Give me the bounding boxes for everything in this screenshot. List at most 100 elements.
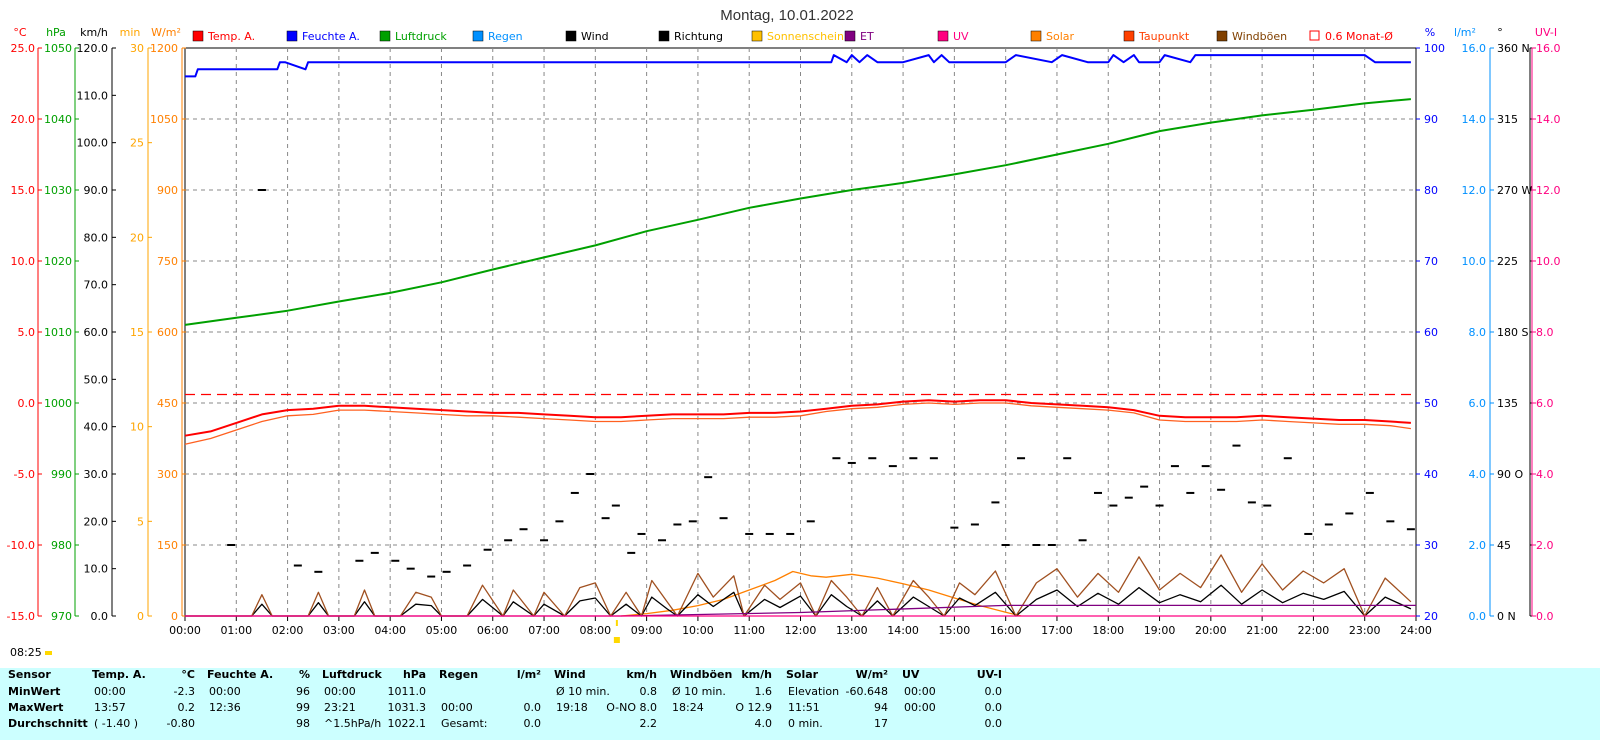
x-tick-label: 07:00 [528, 624, 560, 637]
axis-tick-label-sunshine: 10 [130, 421, 144, 434]
axis-tick-label-uv: 10.0 [1536, 255, 1561, 268]
axis-tick-label-direction: 360 N [1497, 42, 1530, 55]
table-cell-value: 1.6 [754, 685, 773, 698]
direction-point [601, 517, 610, 520]
direction-point [929, 457, 938, 460]
legend-swatch [658, 30, 670, 42]
axis-tick-label-direction: 135 [1497, 397, 1518, 410]
axis-tick-label-wind: 20.0 [84, 515, 109, 528]
axis-tick-label-direction: 45 [1497, 539, 1511, 552]
axis-tick-label-sunshine: 25 [130, 137, 144, 150]
series-line-temp-a- [184, 399, 1411, 437]
sunrise-marker-dot [613, 637, 620, 643]
x-tick-label: 12:00 [785, 624, 817, 637]
axis-tick-label-pressure: 1000 [44, 397, 72, 410]
direction-point [1186, 491, 1195, 494]
direction-point [504, 539, 513, 542]
direction-point [406, 567, 415, 570]
legend-swatch [844, 30, 856, 42]
table-cell-time: 11:51 [788, 701, 820, 714]
series-line-windb-en [185, 554, 1412, 617]
direction-point [627, 551, 636, 554]
direction-point [1365, 491, 1374, 494]
legend-swatch [1030, 30, 1042, 42]
axis-tick-label-humidity: 90 [1424, 113, 1438, 126]
table-header: UV [902, 668, 920, 681]
table-cell-time: 23:21 [324, 701, 356, 714]
legend-label: Sonnenschein [767, 30, 844, 43]
table-header-unit: hPa [402, 668, 426, 681]
direction-point [391, 559, 400, 562]
x-tick-label: 08:00 [579, 624, 611, 637]
axis-tick-label-uv: 12.0 [1536, 184, 1561, 197]
axis-tick-label-pressure: 1020 [44, 255, 72, 268]
legend-label: Temp. A. [207, 30, 255, 43]
table-header: Solar [786, 668, 819, 681]
table-header: Windböen [670, 668, 733, 681]
x-tick-label: 02:00 [272, 624, 304, 637]
direction-point [637, 532, 646, 535]
axis-tick-label-rain: 0.0 [1469, 610, 1487, 623]
direction-point [1263, 504, 1272, 507]
table-cell-value: 0.0 [523, 701, 542, 714]
table-header: Temp. A. [92, 668, 146, 681]
direction-point [1283, 457, 1292, 460]
legend-label: Windböen [1232, 30, 1287, 43]
table-cell-time: 18:24 [672, 701, 704, 714]
table-cell-time: 00:00 [94, 685, 126, 698]
direction-point [765, 532, 774, 535]
table-cell-time: ( -1.40 ) [94, 717, 139, 730]
axis-tick-label-humidity: 40 [1424, 468, 1438, 481]
table-cell-value: O-NO 8.0 [606, 701, 657, 714]
legend-label: Solar [1046, 30, 1075, 43]
table-cell-time: 00:00 [441, 701, 473, 714]
direction-point [950, 526, 959, 529]
series-line-wind [185, 584, 1412, 617]
axis-tick-label-uv: 16.0 [1536, 42, 1561, 55]
x-tick-label: 11:00 [733, 624, 765, 637]
table-row-label: Durchschnitt [8, 717, 88, 730]
direction-point [970, 523, 979, 526]
x-tick-label: 14:00 [887, 624, 919, 637]
axis-unit-sunshine: min [120, 26, 141, 39]
axis-tick-label-humidity: 30 [1424, 539, 1438, 552]
direction-point [719, 517, 728, 520]
axis-tick-label-uv: 8.0 [1536, 326, 1554, 339]
direction-point [1047, 544, 1056, 546]
axis-unit-solar: W/m² [151, 26, 181, 39]
legend-label: Taupunkt [1138, 30, 1190, 43]
direction-point [355, 559, 364, 562]
direction-point [868, 457, 877, 460]
axis-tick-label-solar: 900 [157, 184, 178, 197]
legend-label: Regen [488, 30, 523, 43]
axis-tick-label-wind: 0.0 [91, 610, 109, 623]
axis-tick-label-wind: 70.0 [84, 279, 109, 292]
table-cell-time: Ø 10 min. [556, 685, 610, 698]
table-header-unit: km/h [741, 668, 772, 681]
table-cell-value: 4.0 [754, 717, 773, 730]
axis-tick-label-sunshine: 15 [130, 326, 144, 339]
axis-tick-label-rain: 8.0 [1469, 326, 1487, 339]
axis-tick-label-uv: 0.0 [1536, 610, 1554, 623]
sunrise-icon [45, 651, 53, 655]
chart-title: Montag, 10.01.2022 [720, 7, 853, 24]
direction-point [586, 473, 595, 475]
axis-tick-label-solar: 0 [171, 610, 178, 623]
axis-tick-label-rain: 12.0 [1462, 184, 1487, 197]
table-cell-value: 0.0 [984, 701, 1003, 714]
table-cell-value: 2.2 [639, 717, 658, 730]
direction-point [991, 501, 1000, 504]
direction-point [832, 457, 841, 460]
legend-swatch [565, 30, 577, 42]
table-cell-value: 1011.0 [387, 685, 427, 698]
axis-tick-label-humidity: 50 [1424, 397, 1438, 410]
stats-table: Sensor Temp. A. °C Feuchte A.% Luftdruck hPa R… [0, 668, 1600, 740]
direction-point [611, 504, 620, 507]
table-header: Sensor [8, 668, 51, 681]
axis-unit-wind: km/h [80, 26, 108, 39]
axis-tick-label-wind: 60.0 [84, 326, 109, 339]
direction-point [314, 570, 323, 573]
axis-tick-label-uv: 2.0 [1536, 539, 1554, 552]
sunrise-label: 08:25 [10, 646, 53, 659]
table-cell-value: -2.3 [173, 685, 195, 698]
